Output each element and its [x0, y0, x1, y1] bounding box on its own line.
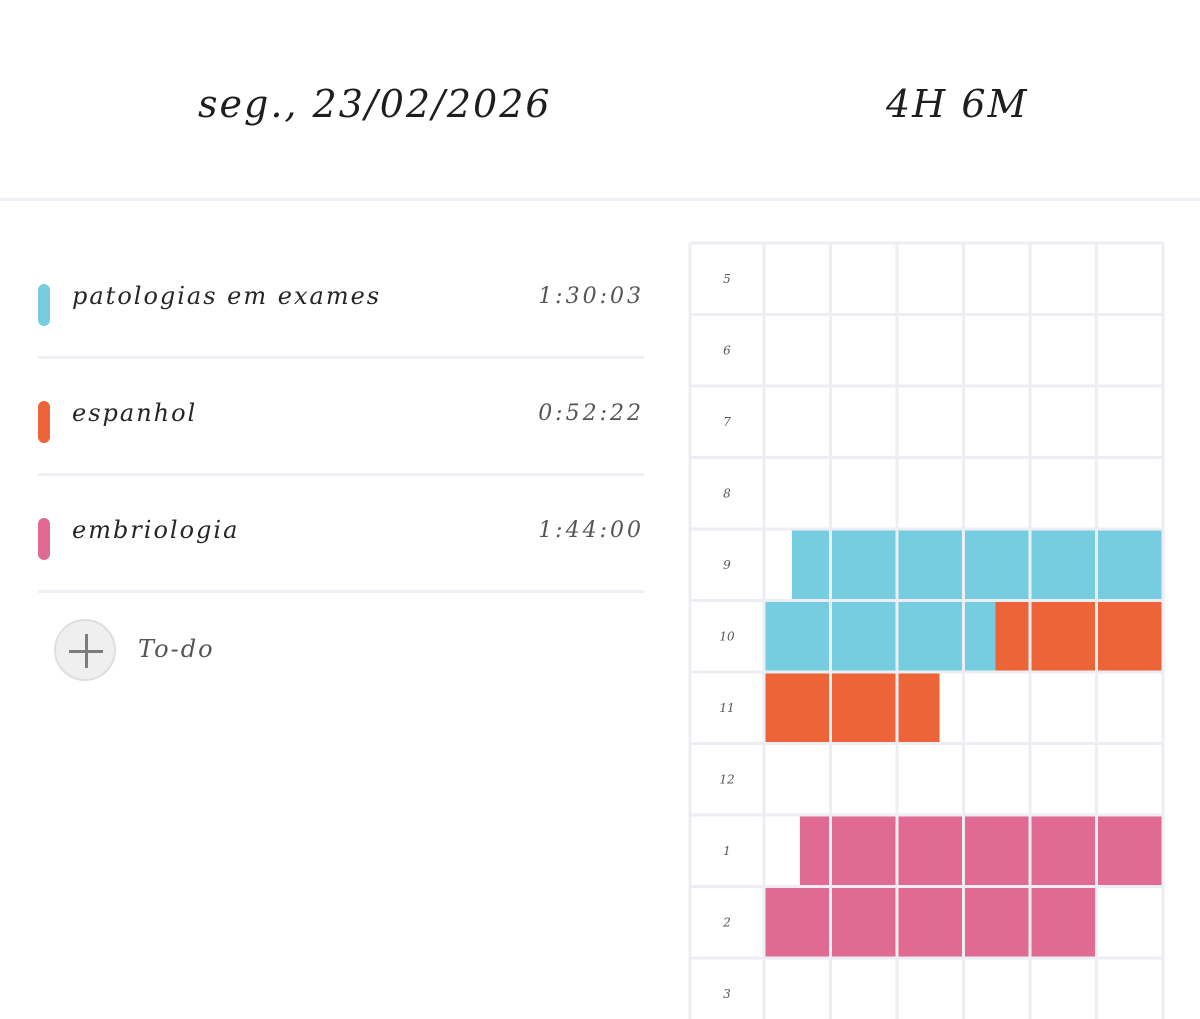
hour-label: 7	[723, 415, 731, 429]
grid-row-line	[690, 384, 1163, 388]
hour-label: 8	[723, 486, 731, 500]
task-time: 0:52:22	[538, 401, 644, 426]
hour-label: 6	[723, 343, 731, 357]
grid-row-line	[690, 527, 1163, 531]
session-block[interactable]	[764, 600, 996, 673]
hour-label: 10	[719, 629, 735, 643]
grid-row-line	[690, 742, 1163, 745]
grid-col-line	[1095, 243, 1098, 1019]
task-item[interactable]: embriologia 1:44:00	[38, 476, 644, 593]
grid-col-line	[688, 243, 692, 1019]
task-list: patologias em exames 1:30:03 espanhol 0:…	[38, 242, 644, 593]
hour-label: 11	[719, 701, 734, 715]
hour-label: 1	[723, 844, 731, 858]
grid-row-line	[690, 241, 1163, 245]
date-title[interactable]: seg., 23/02/2026	[198, 82, 552, 126]
task-time: 1:30:03	[538, 284, 644, 309]
task-color-bar	[38, 401, 50, 443]
task-name: patologias em exames	[72, 282, 382, 310]
grid-col-line	[962, 243, 965, 1019]
task-name: embriologia	[72, 516, 240, 544]
grid-row-line	[690, 456, 1163, 459]
plus-icon-vertical	[84, 634, 88, 668]
task-color-bar	[38, 284, 50, 326]
grid-col-line	[762, 243, 766, 1019]
todo-label: To-do	[138, 635, 215, 663]
task-time: 1:44:00	[538, 518, 644, 543]
total-time: 4H 6M	[886, 82, 1029, 126]
hour-label: 5	[723, 272, 731, 286]
task-color-bar	[38, 518, 50, 560]
header: seg., 23/02/2026 4H 6M	[0, 0, 1200, 201]
grid-col-line	[1028, 243, 1032, 1019]
hour-label: 9	[723, 558, 731, 572]
task-name: espanhol	[72, 399, 198, 427]
hour-label: 12	[719, 772, 734, 786]
grid-row-line	[690, 313, 1163, 316]
grid-col-line	[829, 243, 832, 1019]
hour-label: 2	[722, 915, 731, 929]
session-block[interactable]	[764, 886, 1096, 959]
session-block[interactable]	[995, 600, 1163, 673]
session-block[interactable]	[799, 815, 1163, 887]
grid-col-line	[895, 243, 899, 1019]
session-block[interactable]	[764, 672, 940, 744]
session-block[interactable]	[791, 529, 1163, 601]
grid-row-line	[690, 885, 1163, 888]
grid-row-line	[690, 599, 1163, 602]
task-item[interactable]: patologias em exames 1:30:03	[38, 242, 644, 359]
grid-row-line	[690, 956, 1163, 960]
plus-icon[interactable]	[54, 619, 116, 681]
grid-col-line	[1161, 243, 1165, 1019]
grid-row-line	[690, 813, 1163, 817]
grid-row-line	[690, 670, 1163, 674]
task-item[interactable]: espanhol 0:52:22	[38, 359, 644, 476]
hour-label: 3	[723, 987, 731, 1001]
